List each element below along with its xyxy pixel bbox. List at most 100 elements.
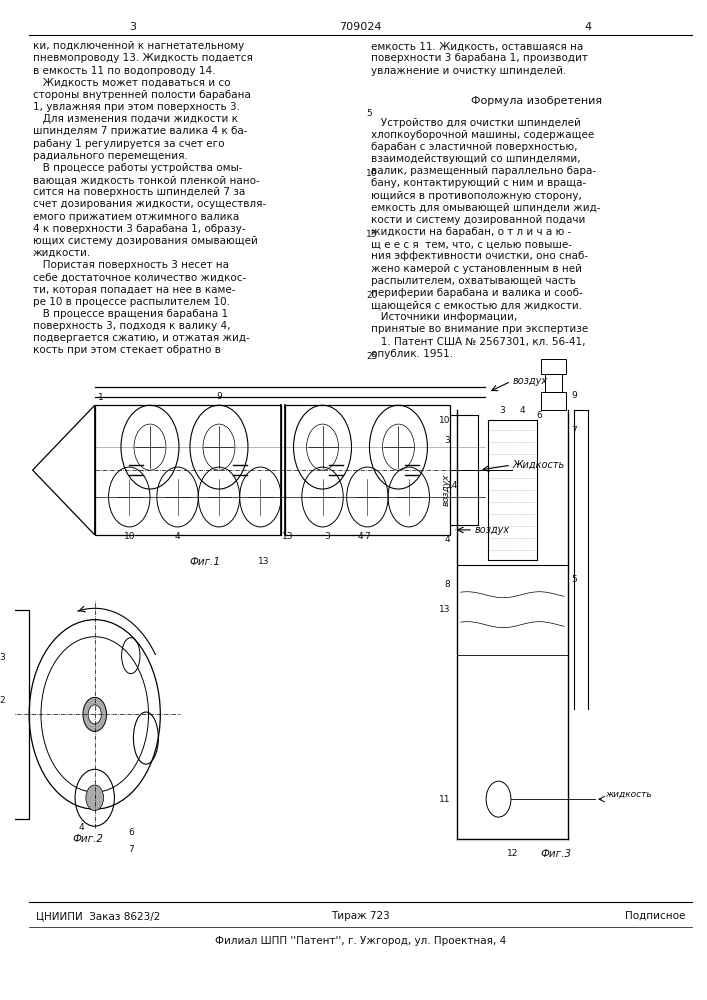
Text: 6: 6 bbox=[128, 828, 134, 837]
Bar bbox=[542, 359, 566, 374]
Text: радиального перемещения.: радиального перемещения. bbox=[33, 151, 187, 161]
Text: Подписное: Подписное bbox=[624, 911, 685, 921]
Text: себе достаточное количество жидкос-: себе достаточное количество жидкос- bbox=[33, 272, 246, 282]
Text: поверхность 3, подходя к валику 4,: поверхность 3, подходя к валику 4, bbox=[33, 321, 230, 331]
Text: 4: 4 bbox=[358, 532, 363, 541]
Text: шпинделям 7 прижатие валика 4 к ба-: шпинделям 7 прижатие валика 4 к ба- bbox=[33, 126, 247, 136]
Text: Филиал ШПП ''Патент'', г. Ужгород, ул. Проектная, 4: Филиал ШПП ''Патент'', г. Ужгород, ул. П… bbox=[215, 936, 506, 946]
Text: Фиг.1: Фиг.1 bbox=[189, 557, 221, 567]
Text: 709024: 709024 bbox=[339, 22, 382, 32]
Circle shape bbox=[88, 705, 101, 724]
Text: жидкость: жидкость bbox=[605, 790, 652, 799]
Text: емкость 11. Жидкость, оставшаяся на: емкость 11. Жидкость, оставшаяся на bbox=[371, 41, 583, 51]
Text: Пористая поверхность 3 несет на: Пористая поверхность 3 несет на bbox=[33, 260, 228, 270]
Text: ющийся в противоположную сторону,: ющийся в противоположную сторону, bbox=[371, 191, 582, 201]
Text: 4: 4 bbox=[78, 823, 84, 832]
Text: 20: 20 bbox=[366, 291, 378, 300]
Text: взаимодействующий со шпинделями,: взаимодействующий со шпинделями, bbox=[371, 154, 580, 164]
Text: воздух: воздух bbox=[474, 525, 510, 535]
Text: Устройство для очистки шпинделей: Устройство для очистки шпинделей bbox=[371, 118, 580, 128]
Text: сится на поверхность шпинделей 7 за: сится на поверхность шпинделей 7 за bbox=[33, 187, 245, 197]
Text: кости и систему дозированной подачи: кости и систему дозированной подачи bbox=[371, 215, 585, 225]
Text: 3: 3 bbox=[325, 532, 330, 541]
Text: Фиг.3: Фиг.3 bbox=[540, 849, 571, 859]
Text: ния эффективности очистки, оно снаб-: ния эффективности очистки, оно снаб- bbox=[371, 251, 588, 261]
Text: 13: 13 bbox=[439, 605, 450, 614]
Text: пневмопроводу 13. Жидкость подается: пневмопроводу 13. Жидкость подается bbox=[33, 53, 252, 63]
Text: 4 к поверхности 3 барабана 1, образу-: 4 к поверхности 3 барабана 1, образу- bbox=[33, 224, 245, 234]
Text: емого прижатием отжимного валика: емого прижатием отжимного валика bbox=[33, 212, 239, 222]
Text: Тираж 723: Тираж 723 bbox=[331, 911, 390, 921]
Text: опублик. 1951.: опублик. 1951. bbox=[371, 349, 453, 359]
Text: ки, подключенной к нагнетательному: ки, подключенной к нагнетательному bbox=[33, 41, 244, 51]
Text: валик, размещенный параллельно бара-: валик, размещенный параллельно бара- bbox=[371, 166, 596, 176]
Text: В процессе работы устройства омы-: В процессе работы устройства омы- bbox=[33, 163, 242, 173]
Text: жидкости.: жидкости. bbox=[33, 248, 91, 258]
Text: 3: 3 bbox=[129, 22, 136, 32]
Text: 4: 4 bbox=[445, 535, 450, 544]
Text: 2: 2 bbox=[0, 696, 5, 705]
Text: Для изменения подачи жидкости к: Для изменения подачи жидкости к bbox=[33, 114, 238, 124]
Text: щающейся с емкостью для жидкости.: щающейся с емкостью для жидкости. bbox=[371, 300, 582, 310]
Text: бану, контактирующий с ним и враща-: бану, контактирующий с ним и враща- bbox=[371, 178, 586, 188]
Text: 1: 1 bbox=[98, 393, 104, 402]
Text: Жидкость: Жидкость bbox=[513, 460, 565, 470]
Text: Источники информации,: Источники информации, bbox=[371, 312, 517, 322]
Text: вающая жидкость тонкой пленкой нано-: вающая жидкость тонкой пленкой нано- bbox=[33, 175, 259, 185]
Text: щ е е с я  тем, что, с целью повыше-: щ е е с я тем, что, с целью повыше- bbox=[371, 239, 572, 249]
Text: 13: 13 bbox=[258, 557, 269, 566]
Text: ющих систему дозирования омывающей: ющих систему дозирования омывающей bbox=[33, 236, 257, 246]
Text: поверхности 3 барабана 1, производит: поверхности 3 барабана 1, производит bbox=[371, 53, 588, 63]
Text: счет дозирования жидкости, осуществля-: счет дозирования жидкости, осуществля- bbox=[33, 199, 266, 209]
Text: 14: 14 bbox=[447, 481, 458, 490]
Text: ЦНИИПИ  Заказ 8623/2: ЦНИИПИ Заказ 8623/2 bbox=[36, 911, 160, 921]
Text: 11: 11 bbox=[439, 795, 450, 804]
Text: ти, которая попадает на нее в каме-: ти, которая попадает на нее в каме- bbox=[33, 285, 235, 295]
Text: рабану 1 регулируется за счет его: рабану 1 регулируется за счет его bbox=[33, 139, 224, 149]
Text: емкость для омывающей шпиндели жид-: емкость для омывающей шпиндели жид- bbox=[371, 203, 600, 213]
Text: 4: 4 bbox=[585, 22, 592, 32]
Text: 5: 5 bbox=[366, 109, 372, 118]
Text: 10: 10 bbox=[366, 169, 378, 178]
Text: 9: 9 bbox=[571, 391, 577, 400]
Text: 25: 25 bbox=[366, 352, 378, 361]
Text: кость при этом стекает обратно в: кость при этом стекает обратно в bbox=[33, 345, 221, 355]
Text: 5: 5 bbox=[571, 575, 577, 584]
Bar bbox=[542, 392, 566, 410]
Text: стороны внутренней полости барабана: стороны внутренней полости барабана bbox=[33, 90, 250, 100]
Text: 1, увлажняя при этом поверхность 3.: 1, увлажняя при этом поверхность 3. bbox=[33, 102, 240, 112]
Text: 1. Патент США № 2567301, кл. 56-41,: 1. Патент США № 2567301, кл. 56-41, bbox=[371, 337, 585, 347]
Text: хлопкоуборочной машины, содержащее: хлопкоуборочной машины, содержащее bbox=[371, 130, 594, 140]
Text: Жидкость может подаваться и со: Жидкость может подаваться и со bbox=[33, 78, 230, 88]
Bar bbox=[12, 610, 29, 819]
Text: увлажнение и очистку шпинделей.: увлажнение и очистку шпинделей. bbox=[371, 66, 566, 76]
Text: 6: 6 bbox=[537, 411, 542, 420]
Text: воздух: воздух bbox=[513, 376, 547, 386]
Text: жено камерой с установленным в ней: жено камерой с установленным в ней bbox=[371, 264, 582, 274]
Bar bbox=[95, 405, 281, 535]
Text: 7: 7 bbox=[571, 426, 577, 435]
Circle shape bbox=[83, 697, 107, 731]
Text: 15: 15 bbox=[366, 230, 378, 239]
Text: распылителем, охватывающей часть: распылителем, охватывающей часть bbox=[371, 276, 575, 286]
Text: барабан с эластичной поверхностью,: барабан с эластичной поверхностью, bbox=[371, 142, 578, 152]
Text: 3: 3 bbox=[500, 406, 506, 415]
Text: 9: 9 bbox=[216, 392, 222, 401]
Text: 7: 7 bbox=[365, 532, 370, 541]
Text: 10: 10 bbox=[124, 532, 135, 541]
Text: 3: 3 bbox=[0, 653, 5, 662]
Bar bbox=[284, 405, 450, 535]
Text: 12: 12 bbox=[507, 849, 518, 858]
Text: принятые во внимание при экспертизе: принятые во внимание при экспертизе bbox=[371, 324, 588, 334]
Text: жидкости на барабан, о т л и ч а ю -: жидкости на барабан, о т л и ч а ю - bbox=[371, 227, 571, 237]
Text: 10: 10 bbox=[439, 416, 450, 425]
Bar bbox=[546, 374, 562, 392]
Text: 4: 4 bbox=[175, 532, 180, 541]
Text: периферии барабана и валика и сооб-: периферии барабана и валика и сооб- bbox=[371, 288, 583, 298]
Text: 8: 8 bbox=[445, 580, 450, 589]
Text: 4: 4 bbox=[519, 406, 525, 415]
Text: подвергается сжатию, и отжатая жид-: подвергается сжатию, и отжатая жид- bbox=[33, 333, 250, 343]
Text: Фиг.2: Фиг.2 bbox=[72, 834, 103, 844]
Circle shape bbox=[86, 785, 104, 811]
Text: ре 10 в процессе распылителем 10.: ре 10 в процессе распылителем 10. bbox=[33, 297, 230, 307]
